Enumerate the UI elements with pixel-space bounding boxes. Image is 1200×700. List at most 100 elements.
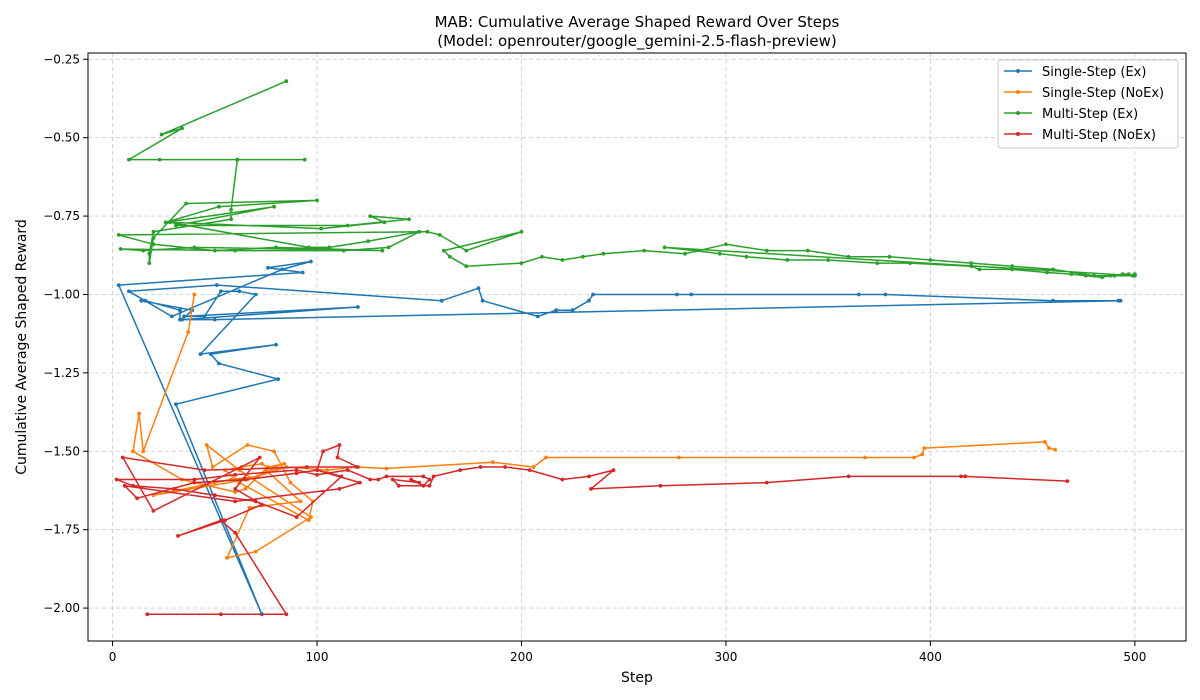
- data-point: [1120, 272, 1125, 276]
- legend-label: Multi-Step (Ex): [1042, 107, 1138, 122]
- data-point: [270, 468, 274, 472]
- data-point: [1126, 272, 1131, 276]
- data-point: [570, 308, 575, 313]
- data-point: [294, 515, 299, 519]
- data-point: [257, 455, 262, 460]
- data-point: [300, 270, 305, 275]
- data-point: [172, 487, 176, 491]
- data-point: [689, 292, 694, 297]
- data-point: [1083, 273, 1088, 278]
- data-point: [382, 220, 387, 225]
- data-point: [358, 480, 362, 485]
- data-point: [219, 612, 223, 617]
- y-axis-label: Cumulative Average Shaped Reward: [14, 219, 30, 475]
- legend: Single-Step (Ex) Single-Step (NoEx) Multi-…: [997, 59, 1179, 149]
- data-point: [417, 229, 422, 234]
- data-point: [167, 220, 172, 225]
- data-point: [977, 267, 982, 272]
- data-point: [182, 314, 187, 319]
- data-point: [147, 261, 152, 265]
- data-point: [243, 487, 248, 491]
- data-point: [427, 483, 432, 488]
- data-point: [337, 487, 342, 491]
- data-point: [192, 292, 197, 297]
- data-point: [321, 449, 325, 454]
- data-point: [683, 251, 687, 256]
- plot-area-frame: [87, 52, 1187, 642]
- data-point: [174, 402, 178, 407]
- data-point: [662, 245, 667, 250]
- data-point: [147, 251, 152, 256]
- data-point: [274, 245, 278, 250]
- data-point: [280, 267, 285, 272]
- data-point: [233, 490, 238, 494]
- data-point: [922, 446, 927, 450]
- data-point: [875, 261, 880, 265]
- x-tick-label: 100: [306, 650, 329, 664]
- legend-label: Single-Step (NoEx): [1042, 86, 1164, 101]
- data-point: [396, 483, 401, 488]
- data-point: [180, 317, 185, 322]
- data-point: [288, 480, 293, 485]
- series-3: [114, 443, 1070, 617]
- data-point: [192, 245, 197, 250]
- data-point: [908, 261, 912, 265]
- data-point: [1010, 267, 1015, 272]
- data-point: [169, 314, 174, 319]
- data-point: [883, 292, 888, 297]
- data-point: [928, 258, 933, 262]
- data-point: [315, 468, 319, 472]
- data-point: [464, 264, 469, 269]
- data-point: [151, 236, 156, 240]
- y-tick-label: −0.50: [43, 131, 80, 145]
- y-tick-label: −0.75: [43, 209, 80, 223]
- legend-swatch-marker: [1016, 132, 1020, 136]
- data-point: [217, 361, 221, 366]
- data-point: [302, 157, 307, 162]
- data-point: [253, 499, 258, 504]
- data-point: [421, 483, 426, 488]
- data-point: [805, 248, 810, 253]
- data-point: [223, 518, 227, 523]
- legend-label: Single-Step (Ex): [1042, 65, 1146, 80]
- data-point: [309, 515, 313, 519]
- data-point: [544, 455, 548, 460]
- data-point: [969, 264, 974, 269]
- data-point: [490, 460, 495, 465]
- data-point: [386, 245, 391, 250]
- series-line: [117, 260, 1122, 615]
- data-point: [266, 265, 270, 270]
- data-point: [368, 477, 373, 482]
- data-point: [139, 298, 144, 303]
- series-group: [114, 79, 1137, 617]
- data-point: [439, 298, 444, 303]
- y-axis: −2.00 −1.75 −1.50 −1.25 −1.00 −0.75 −0.50 −0.25: [43, 52, 88, 615]
- data-point: [157, 157, 162, 162]
- data-point: [233, 499, 238, 504]
- series-0: [116, 259, 1123, 617]
- data-point: [219, 518, 223, 523]
- data-point: [427, 477, 432, 482]
- data-point: [229, 217, 234, 222]
- x-tick-label: 200: [510, 650, 533, 664]
- data-point: [217, 204, 221, 209]
- data-point: [448, 254, 452, 259]
- y-tick-label: −2.00: [43, 601, 80, 615]
- data-point: [235, 157, 240, 162]
- data-point: [126, 289, 131, 294]
- data-point: [294, 468, 299, 472]
- data-point: [306, 245, 311, 250]
- data-point: [390, 477, 395, 482]
- y-tick-label: −1.50: [43, 444, 80, 458]
- data-point: [380, 248, 385, 253]
- data-point: [1053, 447, 1057, 452]
- data-point: [480, 298, 485, 303]
- x-tick-label: 500: [1123, 650, 1146, 664]
- data-point: [658, 483, 663, 488]
- data-point: [693, 248, 698, 253]
- data-point: [441, 248, 446, 253]
- data-point: [325, 468, 330, 472]
- data-point: [959, 474, 963, 479]
- data-point: [233, 472, 238, 477]
- data-point: [677, 455, 681, 460]
